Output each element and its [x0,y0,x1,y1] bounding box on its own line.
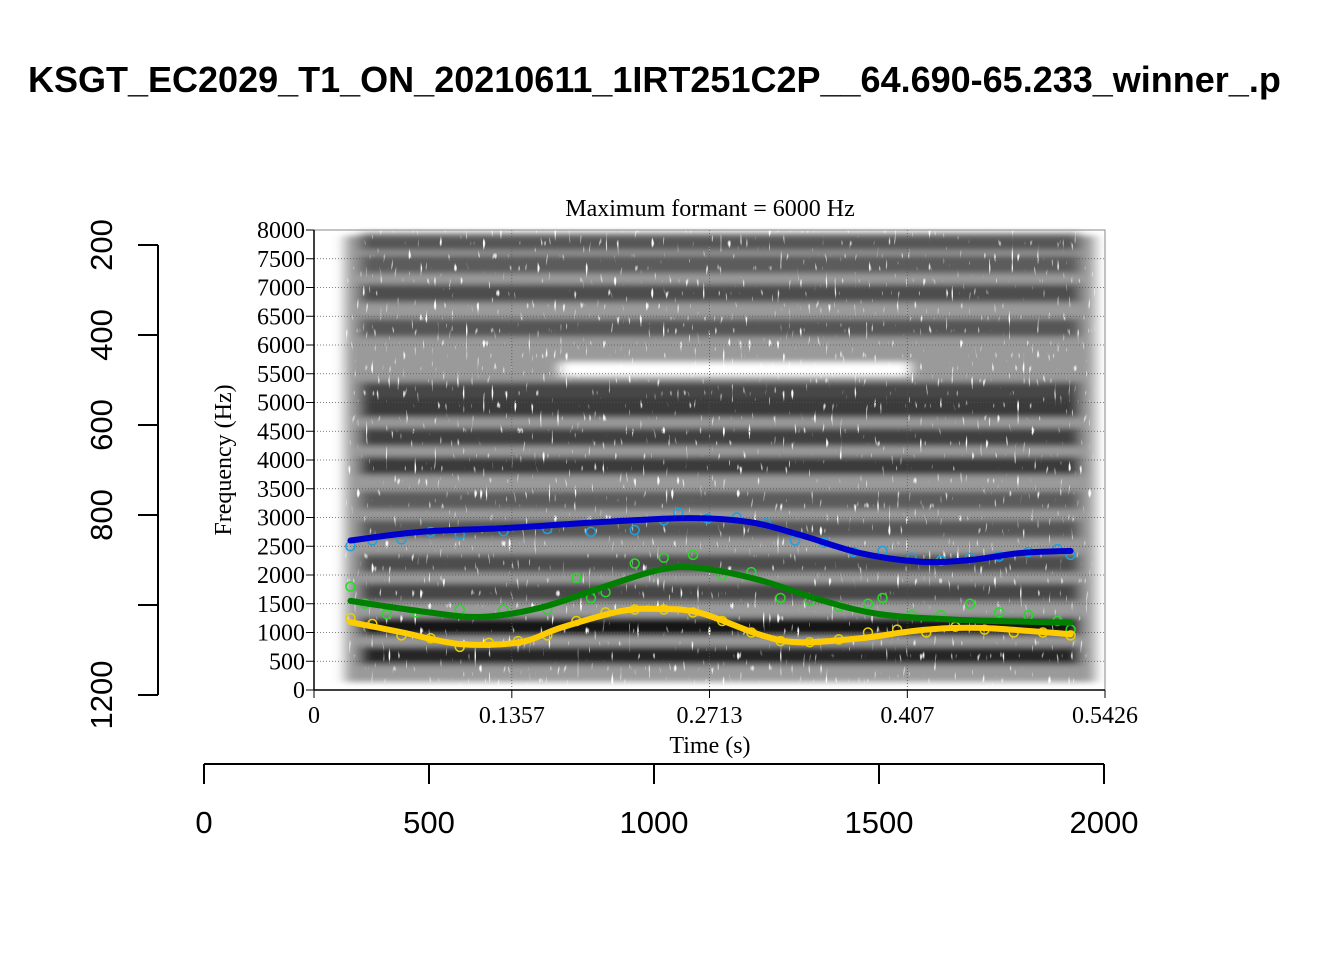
x-axis-label: Time (s) [669,733,750,759]
y-tick-label: 1000 [257,621,305,647]
outer-bottom-tick-label: 500 [403,805,455,840]
raw-formant-point-3 [964,598,976,609]
x-tick-label: 0 [308,703,320,729]
formant-tracks [345,507,1076,653]
x-tick-label: 0.407 [880,703,934,729]
y-tick-label: 4000 [257,448,305,474]
outer-left-tick-label: 600 [84,399,119,451]
plot-axes: 0500100015002000250030003500400045005000… [257,218,1138,729]
y-tick-label: 4500 [257,419,305,445]
y-tick-label: 6500 [257,304,305,330]
x-tick-label: 0.2713 [677,703,743,729]
raw-formant-point-3 [629,558,640,569]
y-tick-label: 2000 [257,563,305,589]
smoothed-formant-line-2 [347,564,1074,626]
y-tick-label: 6000 [257,333,305,359]
outer-left-tick-label: 800 [84,489,119,541]
y-tick-label: 3500 [257,477,305,503]
smoothed-formant-line-4 [347,605,1074,648]
chart-subtitle: Maximum formant = 6000 Hz [565,196,855,222]
smoothed-formant-line-0 [347,515,1074,566]
y-tick-label: 5500 [257,362,305,388]
outer-bottom-tick-label: 1500 [845,805,914,840]
raw-formant-point-3 [687,549,699,561]
raw-formant-point-1 [629,524,640,536]
y-tick-label: 3000 [257,506,305,532]
raw-formant-point-3 [862,598,874,609]
y-tick-label: 8000 [257,218,305,244]
x-tick-label: 0.1357 [479,703,545,729]
figure-title: KSGT_EC2029_T1_ON_20210611_1IRT251C2P__6… [28,59,1281,100]
x-tick-label: 0.5426 [1072,703,1138,729]
outer-bottom-tick-label: 0 [195,805,212,840]
y-axis-label: Frequency (Hz) [211,384,237,535]
outer-left-tick-label: 400 [84,309,119,361]
raw-formant-point-3 [381,608,393,620]
raw-formant-point-3 [345,581,356,592]
y-tick-label: 5000 [257,391,305,417]
y-tick-label: 1500 [257,592,305,618]
y-tick-label: 7000 [257,276,305,302]
y-tick-label: 2500 [257,534,305,560]
outer-bottom-tick-label: 1000 [620,805,689,840]
raw-formant-point-3 [571,572,582,584]
raw-formant-point-3 [658,552,670,563]
spectrogram-speckle [345,230,1095,685]
outer-left-tick-label: 1200 [84,661,119,730]
y-tick-label: 0 [293,678,305,704]
y-tick-label: 500 [269,649,305,675]
raw-formant-point-3 [775,592,786,604]
outer-left-tick-label: 200 [84,219,119,271]
outer-bottom-tick-label: 2000 [1070,805,1139,840]
raw-formant-point-1 [585,526,597,538]
raw-formant-point-3 [877,592,888,604]
y-tick-label: 7500 [257,247,305,273]
spectrogram [345,230,1095,685]
raw-formant-point-3 [993,607,1005,618]
